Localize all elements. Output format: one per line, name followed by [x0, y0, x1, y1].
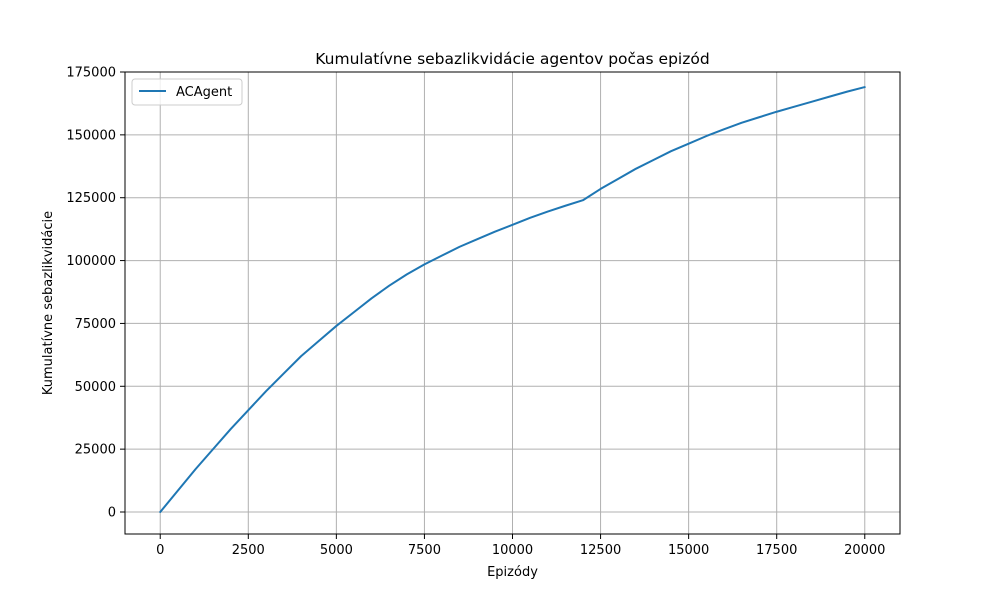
- y-tick-label: 25000: [75, 443, 116, 458]
- y-tick-label: 50000: [75, 380, 116, 395]
- y-tick-label: 0: [108, 506, 116, 521]
- x-tick-label: 5000: [320, 543, 353, 558]
- series-layer: [159, 86, 866, 513]
- x-tick-label: 12500: [580, 543, 621, 558]
- x-tick-label: 17500: [756, 543, 797, 558]
- x-tick-label: 7500: [408, 543, 441, 558]
- chart-title: Kumulatívne sebazlikvidácie agentov poča…: [315, 50, 709, 68]
- y-tick-label: 75000: [75, 317, 116, 332]
- x-axis-label: Epizódy: [487, 565, 538, 580]
- y-axis-label: Kumulatívne sebazlikvidácie: [41, 211, 56, 395]
- y-tick-label: 100000: [66, 254, 116, 269]
- x-tick-label: 0: [156, 543, 164, 558]
- y-tick-label: 175000: [66, 66, 116, 81]
- x-tick-label: 20000: [844, 543, 885, 558]
- legend-box: [131, 78, 243, 106]
- x-tick-label: 15000: [668, 543, 709, 558]
- x-tick-label: 10000: [492, 543, 533, 558]
- axis-ticks: 0 2500 5000 7500 10000 12500 15000 17500 20000 0 2…: [66, 66, 885, 559]
- y-tick-label: 125000: [66, 191, 116, 206]
- y-tick-label: 150000: [66, 128, 116, 143]
- legend-label: ACAgent: [176, 85, 232, 100]
- series-line-acagent: [159, 86, 866, 513]
- x-tick-label: 2500: [232, 543, 265, 558]
- grid-lines: [125, 71, 900, 534]
- legend: ACAgent: [131, 78, 243, 106]
